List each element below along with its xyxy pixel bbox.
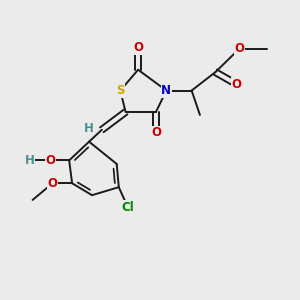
Text: H: H xyxy=(84,122,94,135)
Text: O: O xyxy=(234,42,244,56)
Text: O: O xyxy=(133,41,143,54)
Text: S: S xyxy=(116,84,124,97)
Text: N: N xyxy=(161,84,171,97)
Text: O: O xyxy=(47,177,58,190)
Text: O: O xyxy=(45,154,56,167)
Text: O: O xyxy=(231,77,241,91)
Text: Cl: Cl xyxy=(121,201,134,214)
Text: O: O xyxy=(151,126,161,139)
Text: H: H xyxy=(25,154,34,167)
